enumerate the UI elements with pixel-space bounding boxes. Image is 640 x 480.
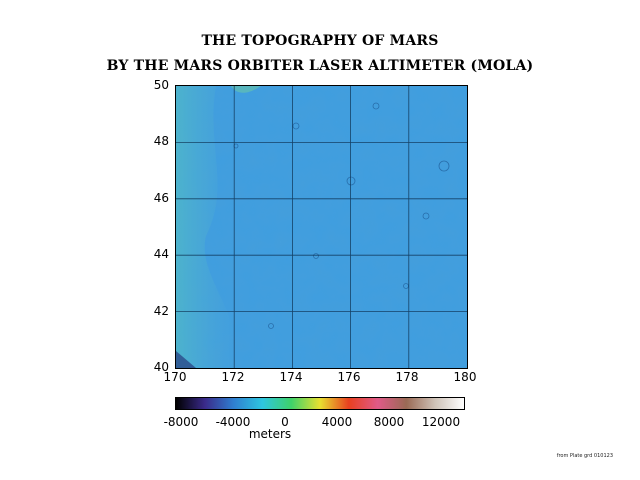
x-tick-label: 174: [279, 370, 303, 384]
topography-map: [175, 85, 468, 369]
x-tick-label: 176: [337, 370, 361, 384]
northern-highland: [231, 86, 261, 93]
x-tick-label: 180: [453, 370, 477, 384]
colorbar-tick-label: 12000: [421, 415, 461, 429]
y-tick-label: 42: [153, 304, 169, 318]
y-tick-label: 40: [153, 360, 169, 374]
y-tick-label: 48: [153, 134, 169, 148]
x-tick-label: 170: [163, 370, 187, 384]
colorbar-tick-label: 8000: [373, 415, 405, 429]
colorbar-tick-label: -8000: [163, 415, 199, 429]
elevation-colorbar: [175, 397, 465, 410]
map-title: THE TOPOGRAPHY OF MARS: [201, 33, 439, 49]
colorbar-tick-label: 4000: [321, 415, 353, 429]
x-tick-label: 178: [395, 370, 419, 384]
southwest-low: [176, 351, 196, 368]
colorbar-tick-label: -4000: [215, 415, 251, 429]
topography-map-svg: [176, 86, 467, 368]
graticule: [176, 86, 467, 368]
y-tick-label: 46: [153, 191, 169, 205]
x-tick-label: 172: [221, 370, 245, 384]
colorbar-tick-label: 0: [281, 415, 289, 429]
y-tick-label: 50: [153, 78, 169, 92]
map-subtitle: BY THE MARS ORBITER LASER ALTIMETER (MOL…: [106, 58, 534, 74]
western-highland: [176, 86, 238, 368]
colorbar-unit-label: meters: [248, 427, 292, 441]
y-tick-label: 44: [153, 247, 169, 261]
source-footnote: from Plate grd 010123: [556, 453, 613, 459]
